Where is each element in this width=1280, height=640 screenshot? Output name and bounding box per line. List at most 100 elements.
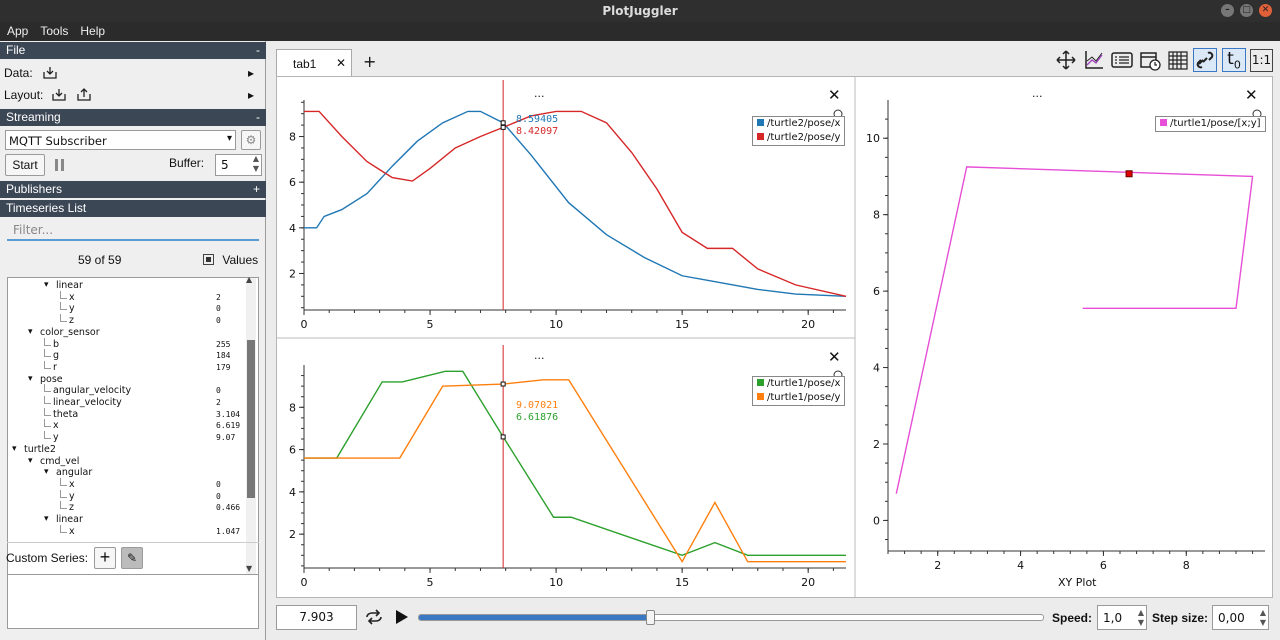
tree-item[interactable]: angular_velocity bbox=[53, 385, 131, 397]
time-offset-icon[interactable]: t0 bbox=[1222, 48, 1246, 72]
scroll-up-icon[interactable]: ▲ bbox=[246, 275, 253, 284]
step-size-spinbox[interactable]: 0,00 ▲ ▼ bbox=[1212, 605, 1269, 630]
edit-pencil-icon[interactable]: ✎ bbox=[121, 547, 143, 569]
close-window-button[interactable]: ✕ bbox=[1259, 4, 1272, 17]
save-layout-icon[interactable] bbox=[76, 88, 92, 102]
legend-entry[interactable]: /turtle2/pose/y bbox=[753, 131, 844, 145]
bottom-plot-close-icon[interactable]: ✕ bbox=[828, 348, 841, 366]
legend-entry[interactable]: /turtle2/pose/x bbox=[753, 117, 844, 131]
tree-item[interactable]: theta bbox=[53, 409, 78, 421]
tree-item[interactable]: angular bbox=[56, 467, 92, 479]
tree-item[interactable]: linear bbox=[56, 514, 83, 526]
tab-tab1[interactable]: tab1 ✕ bbox=[276, 49, 352, 77]
tree-expander-icon[interactable]: ▾ bbox=[44, 280, 49, 290]
tree-expander-icon[interactable]: ▾ bbox=[28, 373, 33, 384]
tree-item[interactable]: y bbox=[53, 432, 59, 444]
time-display[interactable]: 7.903 bbox=[276, 605, 357, 630]
menu-help[interactable]: Help bbox=[80, 24, 106, 38]
tree-item-label: r bbox=[53, 361, 57, 373]
tree-item[interactable]: y bbox=[69, 303, 75, 315]
tree-item[interactable]: y bbox=[69, 491, 75, 503]
bottom-plot-menu[interactable]: ... bbox=[534, 349, 545, 362]
slider-handle[interactable] bbox=[645, 610, 655, 625]
tree-expander-icon[interactable]: ▾ bbox=[12, 443, 17, 454]
tree-item-label: b bbox=[53, 338, 60, 350]
top-plot-close-icon[interactable]: ✕ bbox=[828, 86, 841, 104]
tree-item[interactable]: x bbox=[69, 526, 75, 538]
bottom-plot-legend[interactable]: /turtle1/pose/x /turtle1/pose/y bbox=[752, 376, 846, 406]
tree-item[interactable]: z bbox=[69, 315, 74, 327]
gear-icon[interactable]: ⚙ bbox=[241, 130, 261, 150]
legend-entry[interactable]: /turtle1/pose/x bbox=[753, 377, 844, 391]
tree-expander-icon[interactable]: ▾ bbox=[28, 326, 33, 337]
tree-item-label: cmd_vel bbox=[40, 455, 80, 467]
xy-plot-legend[interactable]: /turtle1/pose/[x;y] bbox=[1155, 116, 1266, 132]
scrollbar-thumb[interactable] bbox=[247, 340, 255, 498]
timer-icon[interactable] bbox=[1139, 49, 1161, 71]
tree-expander-icon[interactable]: ▾ bbox=[44, 514, 49, 524]
tree-item[interactable]: color_sensor bbox=[40, 327, 100, 339]
tree-expander-icon[interactable]: ▾ bbox=[44, 467, 49, 478]
tree-item[interactable]: r bbox=[53, 362, 57, 374]
move-icon[interactable] bbox=[1055, 49, 1077, 71]
tree-item[interactable]: pose bbox=[40, 374, 63, 386]
pause-icon[interactable] bbox=[53, 158, 67, 175]
tree-expander-icon[interactable]: ▾ bbox=[28, 455, 33, 466]
time-slider[interactable] bbox=[418, 610, 1044, 625]
layout-expand-arrow[interactable]: ▸ bbox=[248, 88, 255, 102]
legend-icon[interactable] bbox=[1111, 49, 1133, 71]
ratio-icon[interactable]: 1:1 bbox=[1250, 49, 1273, 72]
tree-item[interactable]: x bbox=[69, 292, 75, 304]
play-icon[interactable] bbox=[394, 609, 410, 628]
tree-item[interactable]: g bbox=[53, 350, 59, 362]
add-custom-series-button[interactable]: + bbox=[94, 547, 116, 569]
speed-spinbox[interactable]: 1,0 ▲ ▼ bbox=[1097, 605, 1147, 630]
filter-input[interactable]: Filter... bbox=[7, 221, 259, 241]
plot-style-icon[interactable] bbox=[1083, 49, 1105, 71]
tree-item[interactable]: linear bbox=[56, 280, 83, 292]
load-layout-icon[interactable] bbox=[51, 88, 67, 102]
values-toggle[interactable]: Values bbox=[203, 253, 258, 267]
tree-item[interactable]: cmd_vel bbox=[40, 456, 79, 468]
maximize-button[interactable]: □ bbox=[1240, 4, 1253, 17]
menu-tools[interactable]: Tools bbox=[40, 24, 69, 38]
tree-item[interactable]: x bbox=[69, 479, 75, 491]
tree-item[interactable]: linear_velocity bbox=[53, 397, 122, 409]
streaming-section-header[interactable]: Streaming - bbox=[0, 109, 266, 126]
legend-entry[interactable]: /turtle1/pose/[x;y] bbox=[1156, 117, 1265, 131]
close-tab-icon[interactable]: ✕ bbox=[336, 56, 347, 70]
tree-scrollbar[interactable]: ▲ ▼ bbox=[246, 275, 256, 576]
top-plot-legend[interactable]: /turtle2/pose/x /turtle2/pose/y bbox=[752, 116, 846, 146]
tree-item[interactable]: turtle2 bbox=[24, 444, 56, 456]
publishers-section-header[interactable]: Publishers + bbox=[0, 181, 266, 198]
tree-item-value: 1.047 bbox=[216, 526, 241, 536]
streaming-source-select[interactable]: MQTT Subscriber ▾ bbox=[5, 130, 236, 150]
scroll-down-icon[interactable]: ▼ bbox=[246, 564, 253, 573]
spin-arrows-icon[interactable]: ▲ ▼ bbox=[1259, 608, 1266, 627]
buffer-spinbox[interactable]: 5 ▲ ▼ bbox=[215, 154, 262, 176]
tree-item[interactable]: b bbox=[53, 339, 59, 351]
tree-item-value: 0 bbox=[216, 304, 221, 314]
timeseries-section-header[interactable]: Timeseries List bbox=[0, 200, 266, 217]
xy-plot-close-icon[interactable]: ✕ bbox=[1245, 86, 1258, 104]
add-tab-button[interactable]: + bbox=[363, 52, 377, 71]
loop-icon[interactable] bbox=[364, 609, 384, 628]
legend-label: /turtle1/pose/x bbox=[767, 378, 841, 389]
custom-series-list[interactable] bbox=[7, 574, 259, 629]
menu-app[interactable]: App bbox=[7, 24, 29, 38]
minimize-button[interactable]: – bbox=[1221, 4, 1234, 17]
load-data-icon[interactable] bbox=[42, 66, 58, 80]
spin-arrows-icon[interactable]: ▲ ▼ bbox=[252, 154, 259, 173]
data-expand-arrow[interactable]: ▸ bbox=[248, 66, 255, 80]
file-section-header[interactable]: File - bbox=[0, 42, 266, 59]
start-button[interactable]: Start bbox=[5, 154, 45, 176]
tree-item-value: 179 bbox=[216, 362, 231, 372]
xy-plot-menu[interactable]: ... bbox=[1032, 87, 1043, 100]
link-icon[interactable] bbox=[1193, 48, 1217, 72]
top-plot-menu[interactable]: ... bbox=[534, 87, 545, 100]
tree-item[interactable]: z bbox=[69, 502, 74, 514]
legend-entry[interactable]: /turtle1/pose/y bbox=[753, 391, 844, 405]
tree-item[interactable]: x bbox=[53, 420, 59, 432]
spin-arrows-icon[interactable]: ▲ ▼ bbox=[1137, 608, 1144, 627]
grid-icon[interactable] bbox=[1167, 49, 1189, 71]
